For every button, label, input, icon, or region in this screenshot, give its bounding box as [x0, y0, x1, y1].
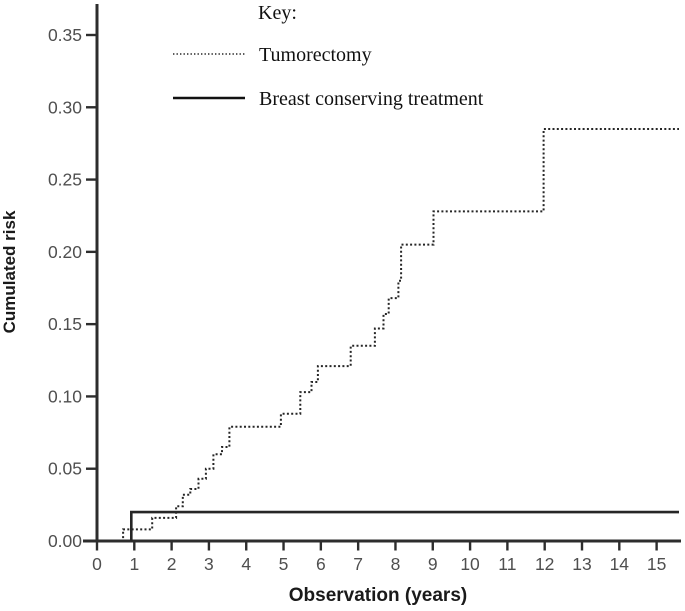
x-tick-label: 5: [279, 554, 289, 574]
y-tick-label: 0.10: [48, 386, 82, 406]
series-breast-conserving-line: [130, 510, 679, 541]
legend-label-tumorectomy: Tumorectomy: [259, 44, 372, 66]
x-tick-label: 0: [92, 554, 102, 574]
y-tick-label: 0.25: [48, 170, 82, 190]
x-tick-label: 9: [428, 554, 438, 574]
x-tick-label: 2: [167, 554, 177, 574]
y-axis-title: Cumulated risk: [0, 210, 19, 333]
y-tick-label: 0.00: [48, 531, 82, 551]
legend: Key: Tumorectomy Breast conserving treat…: [173, 2, 484, 110]
y-tick-label: 0.20: [48, 242, 82, 262]
y-tick-label: 0.35: [48, 25, 82, 45]
y-tick-label: 0.05: [48, 459, 82, 479]
y-axis-tick-labels: 0.00 0.05 0.10 0.15 0.20 0.25 0.30 0.35: [48, 25, 82, 551]
x-tick-label: 12: [535, 554, 554, 574]
x-tick-label: 6: [316, 554, 326, 574]
x-tick-label: 13: [572, 554, 591, 574]
series-tumorectomy-line: [122, 128, 679, 539]
x-tick-label: 4: [241, 554, 251, 574]
y-tick-label: 0.15: [48, 314, 82, 334]
x-tick-label: 14: [610, 554, 630, 574]
x-tick-label: 7: [353, 554, 363, 574]
x-axis-title: Observation (years): [289, 585, 467, 606]
x-tick-label: 15: [647, 554, 666, 574]
x-axis-tick-labels: 0 1 2 3 4 5 6 7 8 9 10 11 12 13 14 15: [92, 554, 666, 574]
x-tick-label: 1: [129, 554, 139, 574]
x-tick-label: 8: [391, 554, 401, 574]
y-axis-ticks: [86, 33, 98, 543]
x-tick-label: 3: [204, 554, 214, 574]
x-axis-ticks: [95, 541, 658, 551]
x-tick-label: 10: [460, 554, 480, 574]
legend-label-breast-conserving: Breast conserving treatment: [259, 88, 484, 110]
legend-title: Key:: [258, 2, 297, 24]
x-tick-label: 11: [498, 554, 516, 574]
y-tick-label: 0.30: [48, 97, 82, 117]
